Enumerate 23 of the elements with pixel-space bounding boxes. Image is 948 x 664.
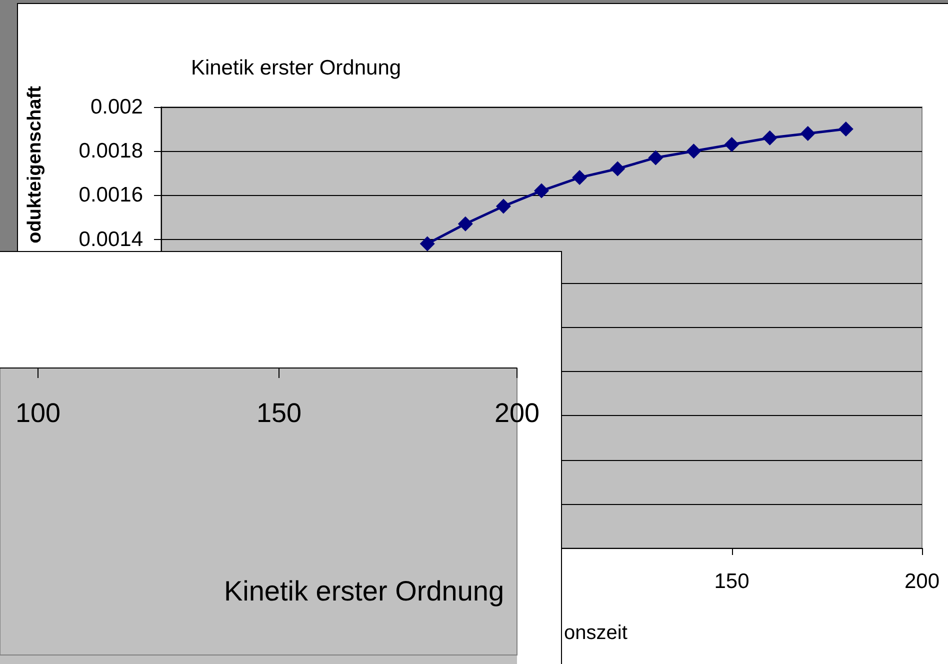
y-tick-label: 0.002	[90, 96, 143, 118]
point	[572, 170, 588, 186]
point	[496, 198, 511, 214]
y-tick-label: 0.0018	[78, 140, 143, 163]
point	[534, 183, 549, 198]
point	[838, 122, 854, 137]
y-tick-label: 0.0014	[78, 228, 144, 251]
point	[648, 150, 664, 166]
y-axis-title: odukteigenschaft	[24, 85, 46, 244]
y-tick-label: 0.0016	[78, 184, 143, 207]
text: 100	[15, 398, 61, 428]
point	[458, 216, 473, 232]
point	[724, 136, 740, 152]
point	[686, 144, 702, 159]
text: Kinetik erster Ordnung	[224, 576, 504, 606]
point	[420, 236, 435, 252]
annotation: 200	[494, 398, 540, 428]
annotation: 150	[256, 398, 302, 428]
x-axis-title: onszeit	[564, 622, 628, 644]
point	[800, 126, 816, 141]
point	[762, 130, 778, 146]
chart-title: Kinetik erster Ordnung	[190, 56, 402, 80]
point	[610, 161, 626, 176]
